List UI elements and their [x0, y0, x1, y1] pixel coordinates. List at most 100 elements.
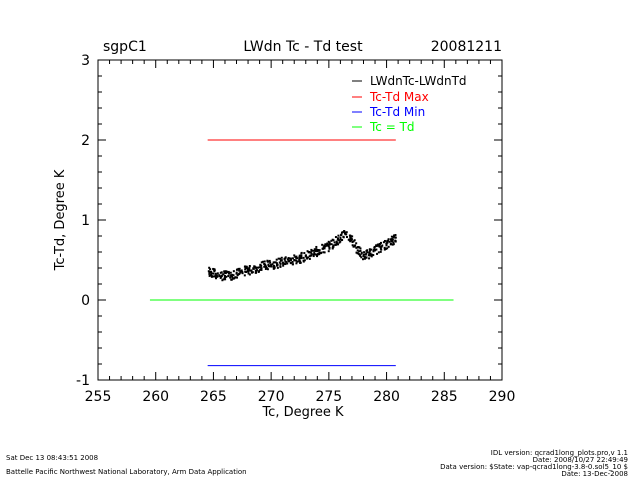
x-axis-ticks: 255 260 265 270 275 280 285 290 — [85, 60, 515, 405]
data-point — [214, 272, 217, 275]
data-point — [330, 243, 333, 246]
data-point — [369, 252, 372, 255]
x-tick-label: 285 — [431, 389, 458, 405]
data-point — [224, 276, 227, 279]
data-point — [302, 256, 305, 259]
data-point — [383, 246, 386, 249]
data-point — [333, 241, 336, 244]
data-point — [332, 245, 335, 248]
data-point — [394, 236, 397, 239]
data-point — [326, 242, 329, 245]
legend-label-3: Tc = Td — [369, 120, 415, 134]
data-point — [300, 254, 303, 257]
data-point — [241, 272, 244, 275]
data-point — [247, 272, 250, 275]
data-point — [293, 259, 296, 261]
data-point — [319, 252, 322, 255]
x-tick-label: 275 — [315, 389, 342, 405]
data-point — [389, 243, 392, 246]
x-tick-label: 260 — [142, 389, 169, 405]
footer-institution: Battelle Pacific Northwest National Labo… — [6, 468, 247, 476]
y-tick-label: 1 — [81, 213, 90, 229]
data-point — [367, 254, 370, 257]
data-point — [265, 266, 268, 269]
data-point — [268, 259, 271, 262]
data-point — [209, 268, 212, 271]
data-point — [290, 258, 293, 261]
data-point — [295, 255, 298, 258]
data-point — [224, 270, 227, 273]
data-point — [386, 247, 389, 250]
data-point — [293, 254, 296, 257]
data-point — [368, 252, 371, 255]
data-point — [244, 268, 247, 271]
data-point — [247, 270, 250, 273]
data-point — [338, 239, 341, 242]
legend-label-2: Tc-Td Min — [369, 105, 425, 119]
data-point — [378, 242, 381, 245]
data-point — [359, 247, 362, 250]
data-point — [248, 264, 251, 267]
data-point — [295, 257, 298, 260]
footer-idl-version: IDL version: qcrad1long_plots.pro,v 1.1 — [491, 449, 628, 457]
data-point — [227, 270, 230, 273]
data-point — [331, 247, 334, 250]
data-point — [363, 256, 366, 259]
data-point — [243, 274, 246, 277]
data-point — [337, 234, 340, 237]
legend-label-0: LWdnTc-LWdnTd — [370, 74, 467, 88]
data-point — [332, 239, 335, 242]
data-point — [354, 244, 357, 247]
data-point — [309, 254, 312, 257]
data-point — [214, 274, 217, 277]
data-point — [213, 269, 216, 272]
data-point — [312, 255, 315, 258]
data-point — [336, 238, 339, 241]
data-point — [273, 266, 276, 269]
data-point — [302, 259, 305, 262]
data-point — [263, 260, 266, 263]
y-tick-label: 0 — [81, 293, 90, 309]
data-point — [279, 257, 282, 260]
data-point — [379, 246, 382, 249]
data-point — [390, 235, 393, 238]
data-point — [277, 257, 280, 260]
data-point — [375, 248, 378, 251]
footer-data-date: Date: 13-Dec-2008 — [561, 470, 628, 478]
data-point — [229, 271, 232, 274]
site-label: sgpC1 — [103, 39, 147, 55]
data-point — [266, 259, 269, 262]
data-point — [363, 251, 366, 254]
data-point — [370, 253, 373, 256]
data-point — [330, 239, 333, 242]
data-point — [314, 250, 317, 253]
data-point — [345, 233, 348, 236]
data-point — [361, 258, 364, 261]
data-point — [225, 271, 228, 274]
series-layer — [149, 139, 454, 367]
data-point — [287, 257, 290, 260]
y-axis-label: Tc-Td, Degree K — [53, 169, 68, 271]
data-point — [272, 267, 275, 270]
data-point — [231, 273, 234, 276]
data-point — [387, 238, 390, 241]
data-point — [335, 240, 338, 243]
data-point — [345, 236, 348, 239]
data-point — [229, 276, 232, 279]
data-point — [247, 269, 250, 272]
data-point — [291, 257, 294, 260]
footer-idl-date: Date: 2008/10/27 22:49:49 — [533, 456, 628, 464]
footer-data-version: Data version: $State: vap-qcrad1long-3.8… — [440, 463, 628, 471]
data-point — [254, 266, 257, 269]
data-point — [352, 240, 355, 243]
data-point — [322, 251, 325, 254]
data-point — [379, 247, 382, 250]
data-point — [368, 257, 371, 260]
data-point — [289, 261, 292, 264]
data-point — [328, 247, 331, 250]
data-point — [313, 248, 316, 251]
data-point — [305, 256, 308, 259]
data-point — [219, 271, 222, 274]
data-point — [336, 237, 339, 240]
data-point — [261, 260, 264, 263]
